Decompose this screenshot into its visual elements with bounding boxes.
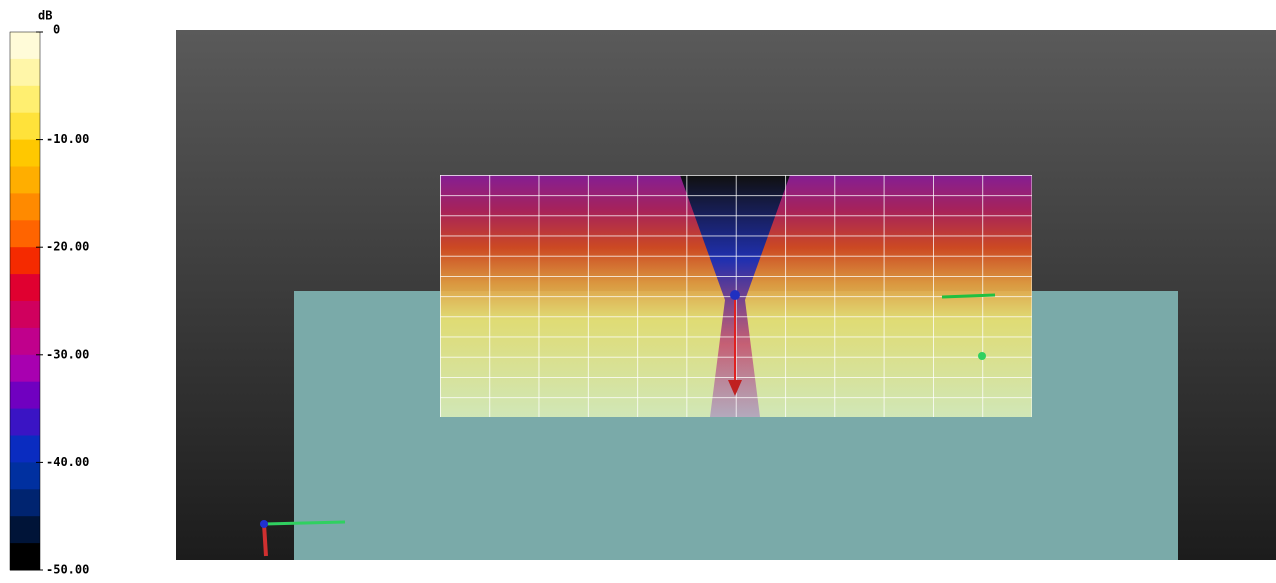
- colorbar-segment: [10, 85, 40, 114]
- colorbar-tick-label: -10.00: [46, 132, 89, 146]
- axis-gizmo: [263, 520, 346, 526]
- colorbar-segment: [10, 435, 40, 463]
- node: [728, 380, 742, 396]
- colorbar-segment: [10, 543, 40, 571]
- colorbar-frame: [9, 31, 41, 571]
- colorbar-segment: [10, 139, 40, 167]
- colorbar-tick-label: 0: [53, 23, 60, 37]
- axis-gizmo: [260, 520, 268, 528]
- colorbar-segment: [10, 32, 40, 60]
- colorbar-segment: [10, 112, 40, 141]
- colorbar-segment: [10, 381, 40, 410]
- colorbar-segment: [10, 247, 40, 275]
- colorbar-segment: [10, 220, 40, 248]
- colorbar-tick-label: -30.00: [46, 347, 89, 361]
- colorbar-segment: [10, 166, 40, 194]
- colorbar-tick-label: -20.00: [46, 240, 89, 254]
- colorbar-segment: [10, 274, 40, 302]
- colorbar-segment: [10, 354, 40, 383]
- colorbar-tick-label: -40.00: [46, 455, 89, 469]
- probe: [978, 352, 986, 360]
- colorbar-segment: [10, 301, 40, 329]
- colorbar-segment: [10, 489, 40, 517]
- colorbar-segment: [10, 408, 40, 436]
- colorbar-segment: [10, 327, 40, 356]
- colorbar-tick-label: -50.00: [46, 563, 89, 577]
- probe: [941, 293, 996, 299]
- colorbar-segment: [10, 58, 40, 87]
- colorbar-unit: dB: [38, 9, 52, 23]
- colorbar-segment: [10, 516, 40, 544]
- colorbar-segment: [10, 462, 40, 490]
- colorbar-segment: [10, 193, 40, 221]
- axis-gizmo: [262, 523, 268, 557]
- node: [730, 290, 740, 300]
